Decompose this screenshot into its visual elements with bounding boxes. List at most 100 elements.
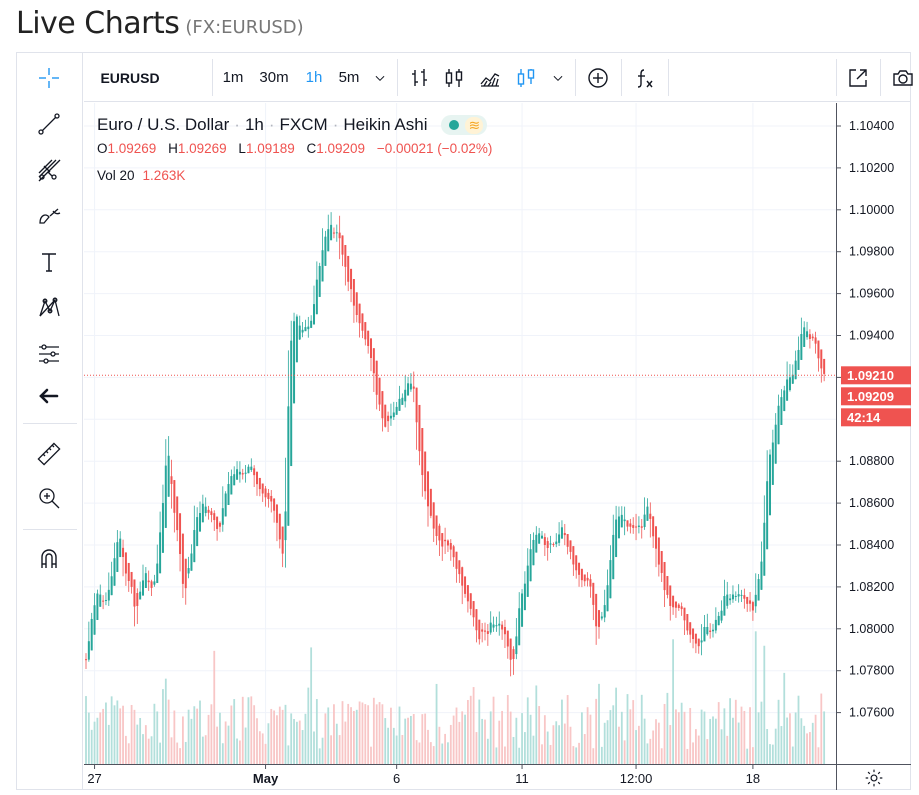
volume-bar bbox=[484, 719, 486, 764]
trend-line-icon[interactable] bbox=[28, 106, 70, 142]
legend-symbol-name: Euro / U.S. Dollar bbox=[97, 115, 230, 134]
volume-bar bbox=[207, 714, 210, 764]
volume-bar bbox=[441, 743, 444, 764]
candle-body bbox=[529, 549, 532, 582]
volume-bar bbox=[182, 716, 184, 764]
magnet-icon[interactable] bbox=[28, 541, 70, 577]
crosshair-icon[interactable] bbox=[28, 60, 70, 96]
back-arrow-icon[interactable] bbox=[28, 378, 70, 414]
high-price-label: 1.09210 bbox=[847, 368, 894, 383]
chevron-down-icon[interactable] bbox=[548, 53, 568, 102]
heikin-ashi-icon[interactable] bbox=[512, 53, 540, 102]
volume-bar bbox=[270, 708, 273, 764]
candle-body bbox=[749, 600, 752, 604]
candle-body bbox=[372, 348, 375, 374]
camera-icon[interactable] bbox=[888, 53, 918, 102]
text-icon[interactable] bbox=[28, 244, 70, 280]
ruler-icon[interactable] bbox=[28, 436, 70, 472]
symbol-search[interactable]: EURUSD bbox=[100, 69, 160, 86]
candle-body bbox=[398, 398, 401, 411]
volume-bar bbox=[769, 744, 771, 764]
price-axis[interactable]: 1.10400 1.10200 1.10000 1.09800 1.09600 1.094… bbox=[836, 103, 911, 764]
volume-bar bbox=[529, 714, 532, 764]
volume-bar bbox=[327, 707, 330, 764]
candles-icon[interactable] bbox=[440, 53, 468, 102]
interval-30m[interactable]: 30m bbox=[259, 69, 289, 86]
volume-bar bbox=[595, 698, 598, 764]
candle-body bbox=[609, 560, 612, 599]
price-tick-label: 1.10400 bbox=[849, 119, 894, 133]
candlestick-chart[interactable] bbox=[84, 103, 836, 764]
volume-bar bbox=[763, 645, 766, 764]
volume-bar bbox=[746, 748, 749, 764]
candle-body bbox=[518, 608, 521, 646]
area-icon[interactable] bbox=[476, 53, 504, 102]
popout-icon[interactable] bbox=[843, 53, 873, 102]
candle-body bbox=[797, 349, 800, 370]
candle-body bbox=[264, 488, 267, 498]
candle-body bbox=[207, 509, 210, 513]
candle-body bbox=[404, 389, 407, 402]
candle-body bbox=[432, 502, 435, 529]
candle-body bbox=[267, 492, 270, 499]
compare-plus-icon[interactable] bbox=[583, 53, 613, 102]
volume-bar bbox=[424, 713, 427, 764]
candle-body bbox=[130, 571, 133, 587]
ohlc-change-value: −0.00021 (−0.02%) bbox=[376, 141, 493, 156]
candle-body bbox=[452, 546, 455, 558]
candle-body bbox=[709, 630, 712, 632]
zoom-icon[interactable] bbox=[28, 480, 70, 516]
candle-body bbox=[119, 538, 122, 558]
volume-bar bbox=[239, 740, 241, 764]
toolbar-divider bbox=[668, 59, 669, 96]
volume-bar bbox=[495, 747, 498, 764]
volume-bar bbox=[803, 725, 806, 764]
candle-body bbox=[532, 539, 535, 566]
candle-body bbox=[310, 320, 313, 328]
candle-body bbox=[389, 415, 392, 419]
volume-bar bbox=[244, 727, 247, 764]
candle-body bbox=[640, 526, 643, 528]
ohlc-open-label: O bbox=[97, 141, 108, 156]
indicators-fx-icon[interactable] bbox=[630, 53, 660, 102]
candle-body bbox=[583, 574, 586, 582]
volume-bar bbox=[666, 692, 669, 764]
candle-body bbox=[697, 638, 700, 647]
volume-bar bbox=[783, 672, 786, 764]
fib-icon[interactable] bbox=[28, 152, 70, 188]
volume-bar bbox=[401, 734, 404, 764]
volume-bar bbox=[663, 703, 666, 764]
candle-body bbox=[332, 232, 335, 234]
candle-body bbox=[720, 610, 723, 621]
time-axis[interactable]: 27 May 6 11 12:00 18 bbox=[84, 764, 836, 790]
interval-1h[interactable]: 1h bbox=[305, 69, 323, 86]
candle-body bbox=[415, 387, 418, 423]
interval-5m[interactable]: 5m bbox=[338, 69, 360, 86]
brush-icon[interactable] bbox=[28, 198, 70, 234]
prediction-icon[interactable] bbox=[28, 336, 70, 372]
volume-bar bbox=[193, 706, 196, 764]
volume-bar bbox=[156, 711, 159, 764]
volume-bar bbox=[210, 704, 213, 764]
volume-bar bbox=[361, 702, 364, 764]
volume-bar bbox=[258, 731, 261, 764]
volume-bar bbox=[335, 723, 338, 764]
pattern-icon[interactable] bbox=[28, 290, 70, 326]
interval-1m[interactable]: 1m bbox=[222, 69, 244, 86]
volume-bar bbox=[110, 696, 113, 764]
candle-body bbox=[580, 568, 583, 581]
volume-bar bbox=[677, 712, 680, 764]
chevron-down-icon[interactable] bbox=[370, 53, 390, 102]
candle-body bbox=[632, 525, 635, 528]
candle-body bbox=[418, 404, 421, 452]
volume-bar bbox=[449, 724, 452, 764]
candle-body bbox=[598, 610, 600, 627]
candle-body bbox=[370, 338, 372, 359]
market-status-badge[interactable]: ≋ bbox=[441, 115, 488, 135]
candle-body bbox=[560, 527, 563, 539]
volume-bar bbox=[720, 729, 723, 764]
candle-body bbox=[364, 322, 367, 340]
volume-bar bbox=[321, 737, 324, 764]
bars-icon[interactable] bbox=[406, 53, 434, 102]
settings-gear-icon[interactable] bbox=[836, 764, 911, 790]
